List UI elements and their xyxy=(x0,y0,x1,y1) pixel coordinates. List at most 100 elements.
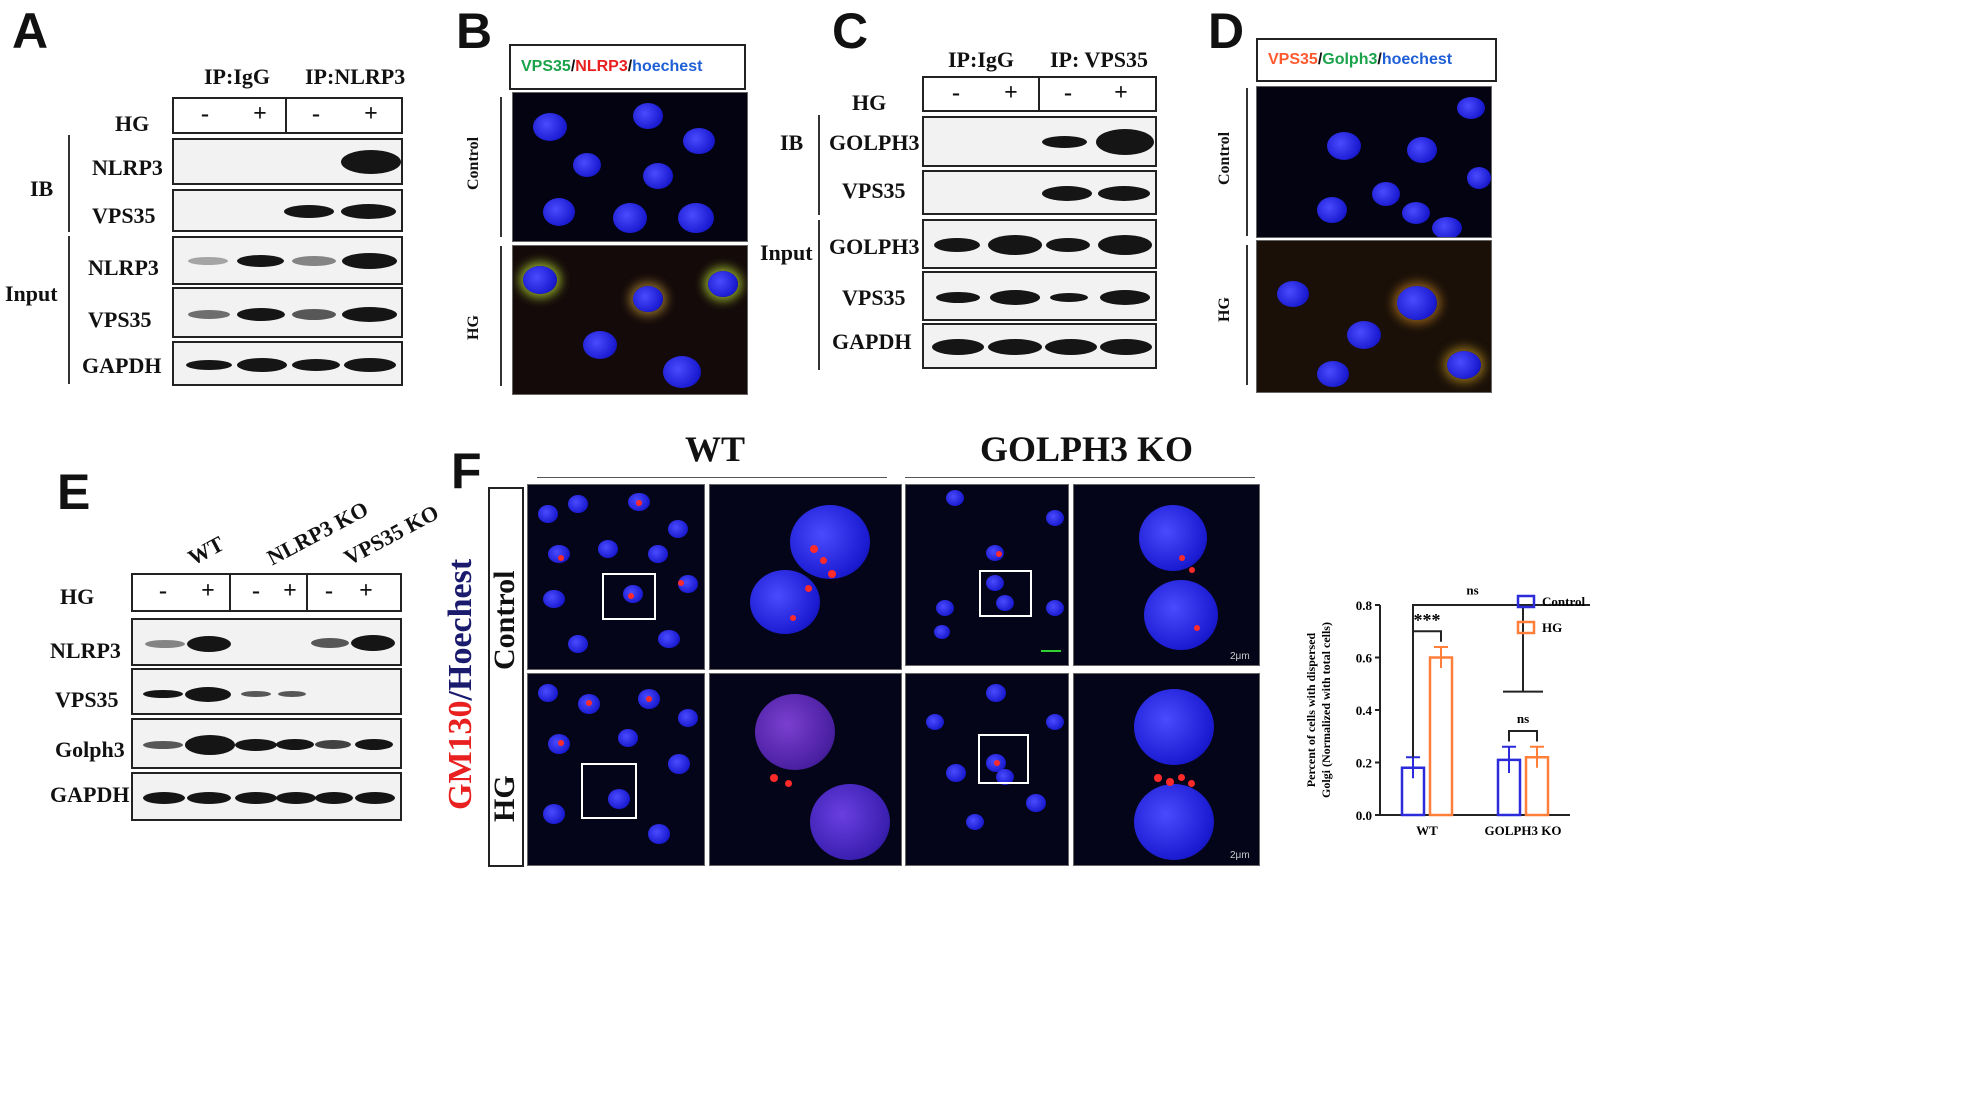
legend-golph3: Golph3 xyxy=(1322,51,1378,68)
hg-minus: - xyxy=(159,578,167,604)
hg-plus: + xyxy=(1004,80,1018,106)
stain-separator: / xyxy=(442,691,479,701)
blot-nlrp3-ib xyxy=(172,138,403,185)
hg-minus: - xyxy=(312,101,320,127)
blot-vps35-input xyxy=(172,287,403,338)
hg-minus: - xyxy=(252,578,260,604)
sig-label-wt: *** xyxy=(1414,610,1441,630)
panel-label-f: F xyxy=(451,443,482,499)
blot-vps35 xyxy=(131,668,402,715)
hg-plus: + xyxy=(359,578,373,604)
hg-minus: - xyxy=(325,578,333,604)
legend-vps35: VPS35 xyxy=(1268,51,1318,68)
blot-row-label: VPS35 xyxy=(92,203,156,228)
scale-bar-text: 2μm xyxy=(1230,651,1250,662)
blot-row-label: NLRP3 xyxy=(92,155,163,180)
group-header-golph3-ko: GOLPH3 KO xyxy=(980,429,1194,469)
hg-plus: + xyxy=(283,578,297,604)
blot-row-label: VPS35 xyxy=(842,178,906,203)
legend-nlrp3: NLRP3 xyxy=(575,58,628,75)
panel-label-c: C xyxy=(832,3,869,59)
stain-label: GM130/Hoechest xyxy=(442,559,480,810)
row-label-box xyxy=(488,487,524,867)
blot-golph3-input xyxy=(922,219,1157,269)
ib-label: IB xyxy=(780,130,804,155)
stain-hoechst: Hoechest xyxy=(442,558,479,691)
panel-label-a: A xyxy=(12,3,49,59)
y-tick-label: 0.2 xyxy=(1356,756,1372,771)
scale-bar-label xyxy=(1041,650,1061,652)
legend-separator: / xyxy=(570,58,576,75)
blot-vps35-input xyxy=(922,271,1157,321)
row-label-control: Control xyxy=(465,136,482,190)
bar-hg-0 xyxy=(1428,656,1454,817)
hg-plus: + xyxy=(1114,80,1128,106)
x-tick-label: WT xyxy=(1416,823,1438,838)
stain-gm130: GM130 xyxy=(442,700,479,810)
blot-row-label: GOLPH3 xyxy=(829,130,920,155)
row-label-hg: HG xyxy=(465,315,482,340)
ib-label: IB xyxy=(30,176,54,201)
blot-row-label: GAPDH xyxy=(832,329,912,354)
group-label-wt: WT xyxy=(183,530,228,571)
hg-label: HG xyxy=(852,90,887,115)
legend-label: HG xyxy=(1542,620,1562,635)
blot-gapdh xyxy=(131,772,402,821)
panel-label-d: D xyxy=(1208,3,1245,59)
sig-bracket-wt xyxy=(1412,630,1442,758)
ip-nlrp3-label: IP:NLRP3 xyxy=(305,64,406,89)
blot-golph3 xyxy=(131,718,402,769)
blot-row-label: GOLPH3 xyxy=(829,234,920,259)
hg-label: HG xyxy=(60,584,95,609)
input-label: Input xyxy=(5,281,58,306)
y-tick-label: 0.8 xyxy=(1356,598,1373,613)
ip-igg-label: IP:IgG xyxy=(204,64,270,89)
blot-row-label: NLRP3 xyxy=(88,255,159,280)
hg-minus: - xyxy=(201,101,209,127)
blot-gapdh xyxy=(922,323,1157,369)
blot-row-label: GAPDH xyxy=(82,353,162,378)
legend-separator: / xyxy=(627,58,633,75)
hg-label: HG xyxy=(115,111,150,136)
hg-plus: + xyxy=(253,101,267,127)
micrograph-ko-control-zoom: 2μm xyxy=(1073,484,1260,666)
stain-legend: VPS35/NLRP3/hoechest xyxy=(509,44,746,90)
sig-bracket-ko xyxy=(1508,730,1538,742)
hg-condition-box: - + - + xyxy=(172,97,403,134)
blot-nlrp3-input xyxy=(172,236,403,285)
y-axis-label: Percent of cells with dispersedGolgi (No… xyxy=(1304,622,1333,798)
x-tick-label: GOLPH3 KO xyxy=(1485,823,1562,838)
legend-separator: / xyxy=(1317,51,1323,68)
sig-label-ko: ns xyxy=(1517,711,1529,726)
hg-minus: - xyxy=(1064,80,1072,106)
micrograph-d-control xyxy=(1256,86,1492,238)
group-header-wt: WT xyxy=(685,429,746,469)
blot-row-label: NLRP3 xyxy=(50,638,121,663)
blot-row-label: VPS35 xyxy=(88,307,152,332)
stain-legend: VPS35/Golph3/hoechest xyxy=(1256,38,1497,82)
micrograph-ko-control xyxy=(905,484,1069,666)
hg-condition-box: - + - + - + xyxy=(131,573,402,612)
ip-igg-label: IP:IgG xyxy=(948,47,1014,72)
micrograph-d-hg xyxy=(1256,240,1492,393)
row-label-hg: HG xyxy=(488,775,521,822)
row-label-control: Control xyxy=(1216,131,1233,185)
legend-separator: / xyxy=(1377,51,1382,68)
blot-gapdh xyxy=(172,341,403,386)
blot-golph3-ib xyxy=(922,116,1157,167)
micrograph-wt-control-zoom xyxy=(709,484,902,670)
micrograph-b-hg xyxy=(512,245,748,395)
hg-minus: - xyxy=(952,80,960,106)
micrograph-b-control xyxy=(512,92,748,242)
blot-row-label: VPS35 xyxy=(55,687,119,712)
scale-bar-text: 2μm xyxy=(1230,850,1250,861)
golgi-dispersion-chart: 0.0 0.2 0.4 0.6 0.8 Percent of cells with dis… xyxy=(1304,583,1590,838)
blot-row-label: VPS35 xyxy=(842,285,906,310)
legend-label: Control xyxy=(1542,594,1585,609)
sig-bracket-top xyxy=(1412,604,1590,632)
sig-label-top: ns xyxy=(1466,583,1478,598)
blot-row-label: Golph3 xyxy=(55,737,125,762)
blot-nlrp3 xyxy=(131,618,402,666)
legend-swatch xyxy=(1516,594,1536,609)
panel-label-e: E xyxy=(57,464,91,520)
